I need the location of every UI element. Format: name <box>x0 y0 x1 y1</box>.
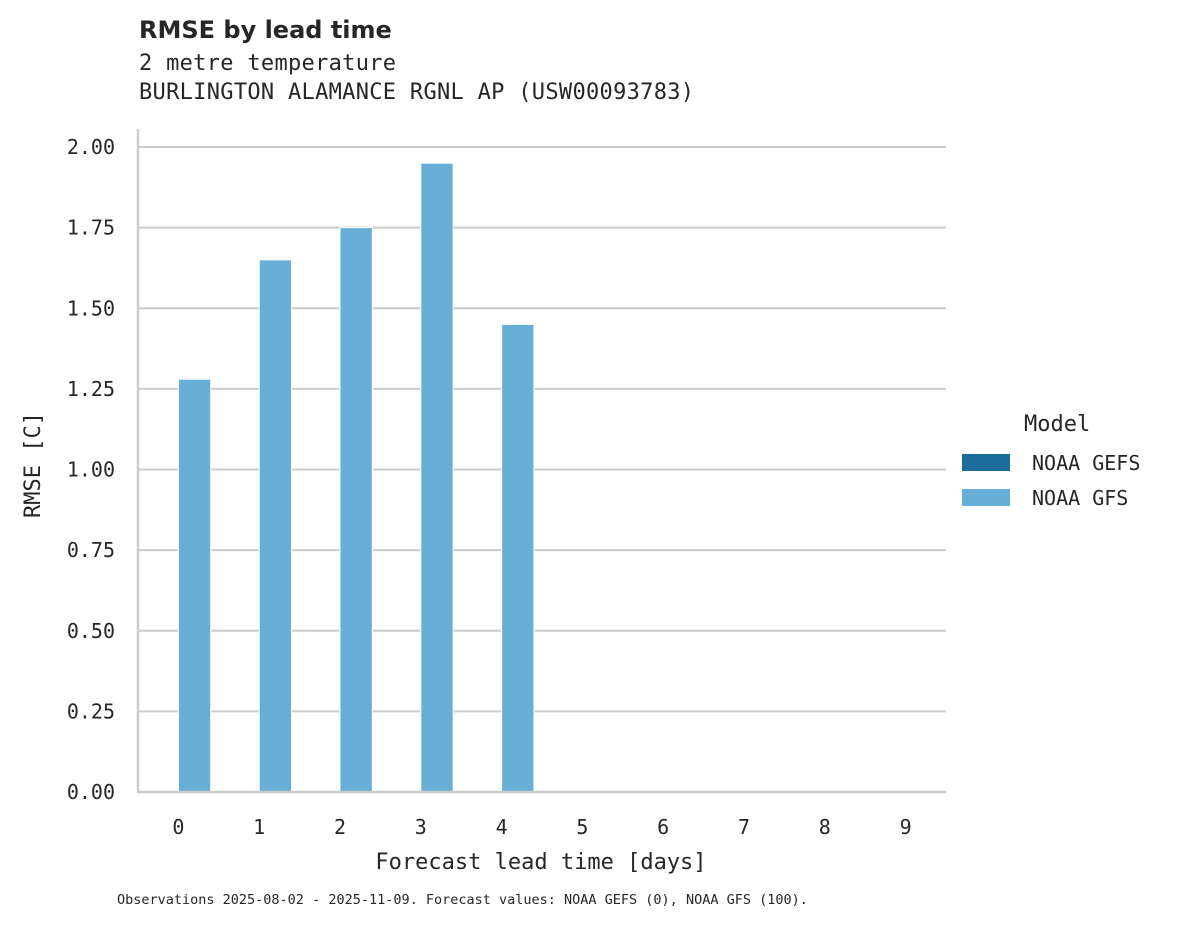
y-tick-label: 1.75 <box>67 216 115 240</box>
x-tick-label: 7 <box>738 815 750 839</box>
x-tick-label: 8 <box>819 815 831 839</box>
legend-label: NOAA GEFS <box>1032 450 1141 475</box>
bar-noaa-gfs-2 <box>339 227 373 793</box>
x-tick-label: 4 <box>496 815 508 839</box>
chart-subtitle-variable: 2 metre temperature <box>139 51 397 76</box>
y-tick-label: 2.00 <box>67 135 115 159</box>
y-tick-label: 0.50 <box>67 619 115 643</box>
x-tick-label: 3 <box>415 815 427 839</box>
x-tick-label: 2 <box>334 815 346 839</box>
legend-swatch-gfs <box>962 489 1010 506</box>
x-tick-label: 6 <box>657 815 669 839</box>
y-tick-label: 1.25 <box>67 377 115 401</box>
legend-title: Model <box>1024 412 1091 437</box>
bar-noaa-gfs-3 <box>420 162 454 793</box>
legend: Model NOAA GEFS NOAA GFS <box>962 412 1140 515</box>
x-tick-label: 5 <box>576 815 588 839</box>
bar-noaa-gfs-0 <box>177 378 212 793</box>
x-tick-labels: 0 1 2 3 4 5 6 7 8 9 <box>172 815 911 839</box>
legend-item-gefs: NOAA GEFS <box>962 445 1140 480</box>
x-tick-label: 1 <box>253 815 265 839</box>
bar-noaa-gfs-1 <box>258 259 293 793</box>
x-tick-label: 9 <box>900 815 912 839</box>
y-tick-label: 0.75 <box>67 538 115 562</box>
y-axis-label: RMSE [C] <box>21 412 46 518</box>
x-tick-label: 0 <box>172 815 184 839</box>
chart-title: RMSE by lead time <box>139 16 392 44</box>
legend-item-gfs: NOAA GFS <box>962 480 1140 515</box>
chart-subtitle-station: BURLINGTON ALAMANCE RGNL AP (USW00093783… <box>139 80 695 105</box>
bar-noaa-gfs-4 <box>501 323 535 793</box>
y-tick-label: 1.00 <box>67 458 115 482</box>
y-tick-labels: 0.00 0.25 0.50 0.75 1.00 1.25 1.50 1.75 2.00 <box>67 135 115 804</box>
legend-label: NOAA GFS <box>1032 485 1129 510</box>
axes <box>136 129 946 794</box>
x-axis-label: Forecast lead time [days] <box>375 850 706 875</box>
bars <box>177 162 535 793</box>
legend-swatch-gefs <box>962 454 1010 471</box>
y-tick-label: 0.00 <box>67 780 115 804</box>
y-tick-label: 1.50 <box>67 296 115 320</box>
y-tick-label: 0.25 <box>67 699 115 723</box>
footnote: Observations 2025-08-02 - 2025-11-09. Fo… <box>117 892 808 908</box>
